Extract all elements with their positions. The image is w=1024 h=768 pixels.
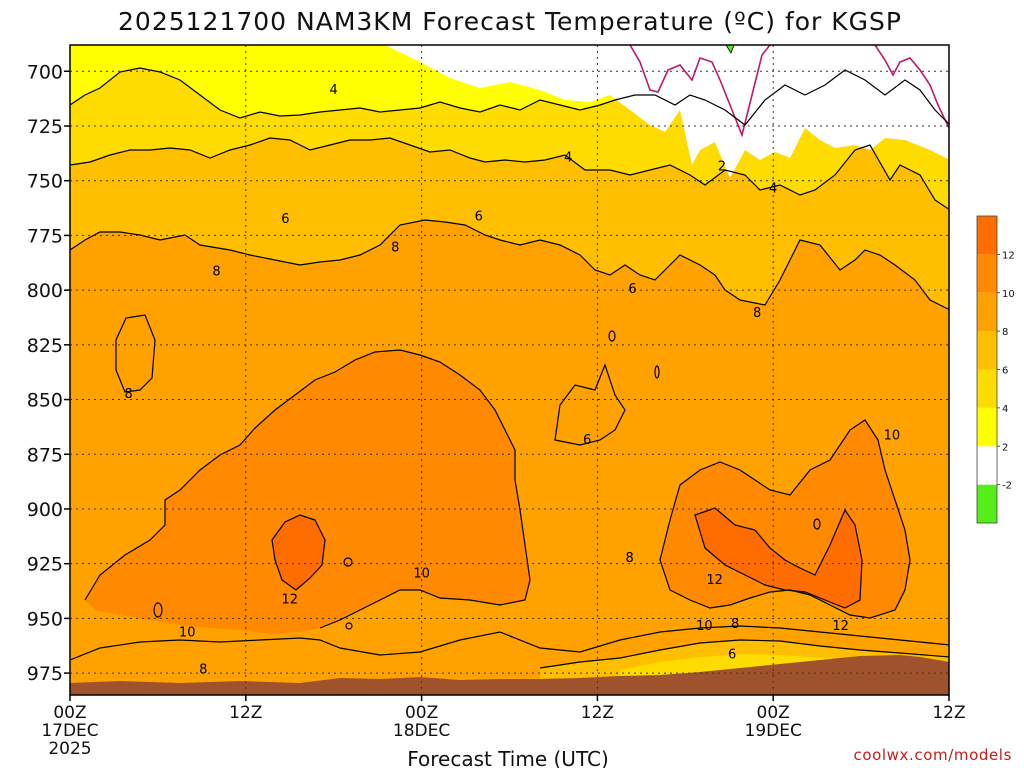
- x-axis-label: Forecast Time (UTC): [407, 747, 609, 768]
- y-tick-label: 700: [27, 61, 63, 83]
- band-12-plus-left: [272, 515, 325, 590]
- contour-label: 6: [281, 212, 289, 227]
- colorbar-tick-label: 10: [1002, 289, 1015, 300]
- x-tick-label: 00Z: [53, 703, 86, 723]
- colorbar-tick-label: 2: [1002, 442, 1008, 453]
- colorbar-segment: [977, 369, 997, 408]
- colorbar-segment: [977, 254, 997, 293]
- x-tick-label: 12Z: [932, 703, 965, 723]
- colorbar-segment: [977, 292, 997, 332]
- contour-label: 6: [583, 433, 591, 448]
- contour-label: 12: [706, 573, 723, 588]
- contour-2: [629, 45, 949, 138]
- y-tick-label: 850: [27, 390, 63, 412]
- y-axis: 700 725 750 775 800 825 850 875 900 925 950 975: [27, 61, 70, 685]
- y-tick-label: 875: [27, 444, 63, 466]
- contour-label: 10: [413, 566, 430, 581]
- colorbar-tick-label: -2: [1002, 481, 1012, 492]
- contour-label: 8: [391, 240, 399, 255]
- credit: coolwx.com/models: [854, 746, 1013, 764]
- x-tick-label: 19DEC: [745, 721, 802, 741]
- contour-label: 8: [212, 264, 220, 279]
- contour-label: 10: [884, 429, 901, 444]
- contour-label: 8: [625, 551, 633, 566]
- plot-area: [70, 45, 949, 695]
- colorbar-tick-label: 8: [1002, 327, 1008, 338]
- contour-label: 4: [564, 151, 572, 166]
- contour-label: 8: [199, 663, 207, 678]
- colorbar-segment: [977, 331, 997, 370]
- contours: [70, 67, 949, 669]
- contour-label: 6: [475, 210, 483, 225]
- colorbar-segment: [977, 407, 997, 447]
- colorbar-segment: [977, 484, 997, 523]
- contour-label: 10: [696, 619, 713, 634]
- x-tick-label: 2025: [48, 739, 91, 759]
- x-tick-label: 00Z: [405, 703, 438, 723]
- contour-label: 8: [731, 617, 739, 632]
- contour-labels: 4 4 2 4 6 6 8 8 6 8 8 6 10 8 10 12 12 10 8 12 10 6 8: [124, 83, 900, 678]
- colorbar-tick-label: 4: [1002, 404, 1008, 415]
- band-12-plus-right: [695, 508, 862, 608]
- band-white: [385, 45, 949, 178]
- contour-label: 10: [179, 626, 196, 641]
- y-tick-label: 750: [27, 171, 63, 193]
- y-tick-label: 825: [27, 335, 63, 357]
- y-tick-label: 975: [27, 663, 63, 685]
- y-tick-label: 900: [27, 499, 63, 521]
- contour-label: 8: [753, 306, 761, 321]
- chart-title: 2025121700 NAM3KM Forecast Temperature (…: [118, 7, 902, 36]
- contour-label: 12: [832, 619, 849, 634]
- contour-label: 6: [728, 647, 736, 662]
- y-tick-label: 925: [27, 554, 63, 576]
- band-minus2-below: [725, 45, 735, 54]
- contour-label: 8: [124, 387, 132, 402]
- contour-label: 12: [281, 593, 298, 608]
- x-tick-label: 00Z: [757, 703, 790, 723]
- y-tick-label: 775: [27, 225, 63, 247]
- y-tick-label: 725: [27, 116, 63, 138]
- colorbar-segment: [977, 446, 997, 485]
- x-tick-label: 12Z: [229, 703, 262, 723]
- plot-frame: [69, 44, 950, 696]
- contour-label: 4: [769, 181, 777, 196]
- x-tick-label: 17DEC: [41, 721, 98, 741]
- colorbar: -2 2 4 6 8 10 12: [976, 215, 1015, 524]
- x-tick-label: 18DEC: [393, 721, 450, 741]
- y-tick-label: 950: [27, 608, 63, 630]
- x-tick-label: 12Z: [581, 703, 614, 723]
- colorbar-segment: [977, 216, 997, 255]
- terrain: [70, 655, 949, 695]
- contour-label: 4: [330, 83, 338, 98]
- colorbar-tick-label: 12: [1002, 250, 1015, 261]
- contour-label: 2: [718, 159, 726, 174]
- colorbar-tick-label: 6: [1002, 366, 1008, 377]
- y-tick-label: 800: [27, 280, 63, 302]
- contour-label: 6: [628, 282, 636, 297]
- band-10-12-left: [85, 350, 530, 634]
